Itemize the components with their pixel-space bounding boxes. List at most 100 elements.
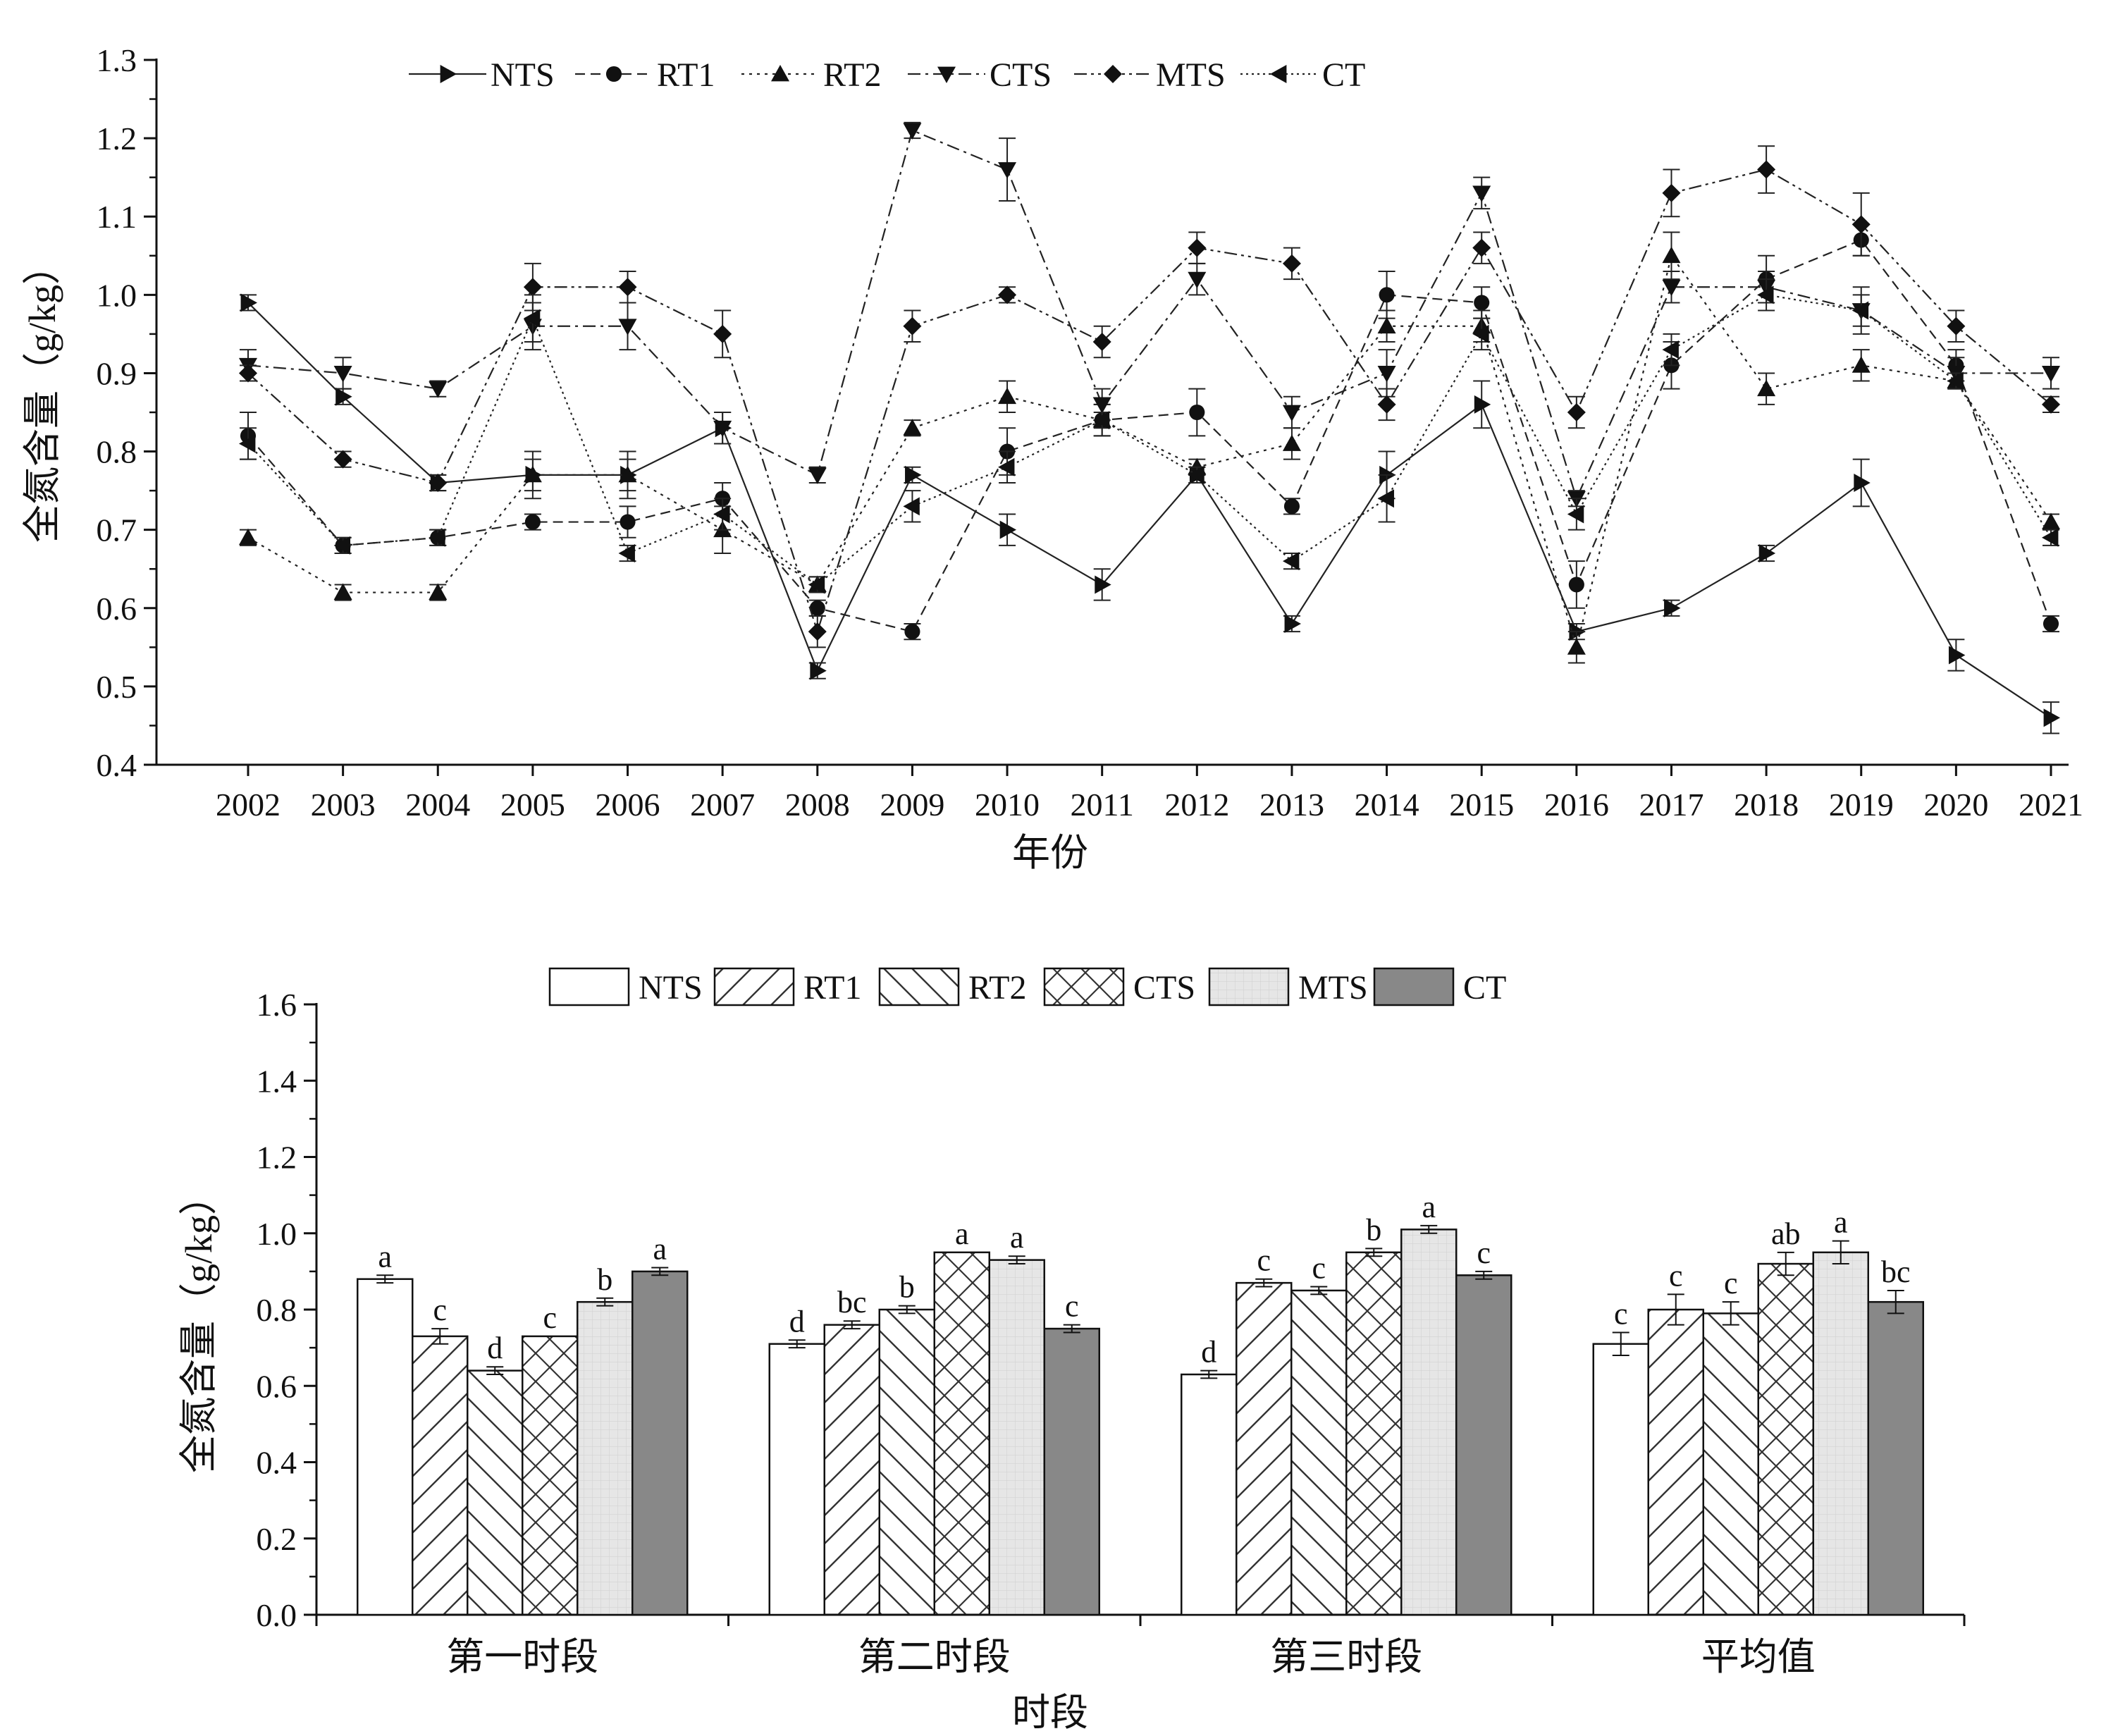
legend-marker: [605, 66, 622, 82]
significance-label: c: [1312, 1251, 1326, 1286]
bar: [357, 1278, 414, 1616]
series-rt2: d b c c: [467, 1251, 1759, 1616]
error-bar: [376, 1274, 394, 1284]
data-point: [1757, 160, 1776, 179]
data-point: [713, 505, 730, 524]
error-bar: [1722, 1301, 1739, 1326]
series-line-ct: [247, 294, 2052, 586]
error-bar: [431, 1328, 449, 1345]
x-tick-label: 2021: [2019, 787, 2083, 823]
bar: [631, 1270, 689, 1616]
bar: [823, 1324, 880, 1616]
legend-item-mts: MTS: [1208, 967, 1368, 1006]
line-chart-x-axis-title: 年份: [1012, 832, 1088, 874]
series-rt2: [239, 231, 2060, 664]
significance-label: d: [1201, 1335, 1216, 1369]
data-point: [1283, 498, 1300, 515]
x-tick-label: 2008: [785, 787, 850, 823]
significance-label: bc: [1881, 1255, 1911, 1289]
data-point: [808, 575, 825, 594]
y-tick-label: 0.9: [97, 355, 137, 391]
x-tick-label: 2012: [1164, 787, 1229, 823]
error-bar: [843, 1320, 861, 1330]
series-line-rt1: [247, 239, 2052, 633]
bar: [1455, 1274, 1512, 1616]
legend-item-rt2: RT2: [741, 56, 881, 94]
data-point: [1567, 403, 1586, 421]
legend-swatch: [713, 967, 795, 1006]
data-point: [903, 123, 922, 140]
bar-chart-x-ticks: 第一时段 第二时段 第三时段 平均值: [315, 1615, 1966, 1678]
data-point: [1188, 465, 1204, 484]
data-point: [1852, 356, 1871, 373]
bar: [1812, 1251, 1869, 1616]
data-point: [1472, 238, 1491, 257]
legend-item-cts: CTS: [1043, 967, 1195, 1006]
legend-item-mts: MTS: [1074, 56, 1226, 94]
data-point: [429, 474, 448, 492]
data-point: [713, 420, 732, 438]
significance-label: a: [955, 1217, 969, 1251]
bar: [1592, 1343, 1649, 1616]
series-ct: [239, 278, 2059, 594]
y-tick-label: 1.1: [97, 199, 137, 235]
data-point: [808, 622, 827, 641]
data-point: [2043, 615, 2059, 632]
legend-item-nts: NTS: [548, 967, 703, 1006]
data-point: [1472, 324, 1489, 343]
data-point: [810, 661, 827, 680]
legend-swatch: [1043, 967, 1125, 1006]
bar: [1400, 1229, 1458, 1616]
data-point: [1377, 395, 1396, 414]
legend-marker: [1104, 65, 1122, 83]
bar: [522, 1335, 579, 1616]
data-point: [618, 278, 637, 297]
y-tick-label: 1.3: [97, 42, 137, 78]
bar: [768, 1343, 825, 1616]
data-point: [240, 293, 257, 312]
significance-label: c: [1669, 1258, 1683, 1293]
bar-chart-legend: NTS RT1 RT2 CTS MTS CT: [548, 967, 1506, 1006]
data-point: [1282, 552, 1300, 571]
legend-swatch: [878, 967, 960, 1006]
data-point: [333, 366, 352, 383]
data-point: [1377, 316, 1396, 334]
bar: [467, 1369, 524, 1616]
data-point: [1758, 544, 1776, 562]
data-point: [1282, 405, 1301, 421]
x-tick-label: 2010: [975, 787, 1040, 823]
y-tick-label: 0.2: [257, 1521, 297, 1557]
data-point: [1568, 577, 1584, 593]
legend-marker: [771, 65, 789, 82]
y-tick-label: 0.7: [97, 512, 137, 548]
x-tick-label: 2018: [1734, 787, 1799, 823]
bar-chart-x-axis-title: 时段: [1012, 1692, 1088, 1734]
y-tick-label: 1.6: [257, 987, 297, 1023]
series-rt1: c bcc c: [412, 1243, 1704, 1616]
legend-item-rt1: RT1: [713, 967, 861, 1006]
y-tick-label: 0.4: [97, 747, 137, 783]
data-point: [333, 536, 351, 555]
y-tick-label: 0.8: [97, 434, 137, 470]
x-category-label: 第二时段: [858, 1636, 1011, 1678]
line-chart-legend: NTS RT1 RT2 CTS MTS CT: [409, 56, 1365, 94]
significance-label: c: [1065, 1289, 1079, 1324]
error-bar: [486, 1366, 504, 1376]
legend-item-rt1: RT1: [575, 56, 715, 94]
bar: [1236, 1281, 1293, 1616]
significance-label: b: [597, 1262, 612, 1297]
legend-label: CT: [1463, 969, 1506, 1006]
x-tick-label: 2017: [1639, 787, 1703, 823]
data-point: [1854, 474, 1871, 492]
series-nts: a d d c: [357, 1239, 1649, 1616]
x-tick-label: 2004: [405, 787, 470, 823]
error-bar: [596, 1297, 614, 1307]
series-mts: b a a a: [577, 1190, 1869, 1616]
data-point: [1188, 238, 1207, 257]
data-point: [1092, 397, 1111, 414]
data-point: [1282, 434, 1301, 451]
data-point: [1189, 404, 1205, 421]
data-point: [808, 467, 827, 484]
bar: [412, 1335, 469, 1616]
